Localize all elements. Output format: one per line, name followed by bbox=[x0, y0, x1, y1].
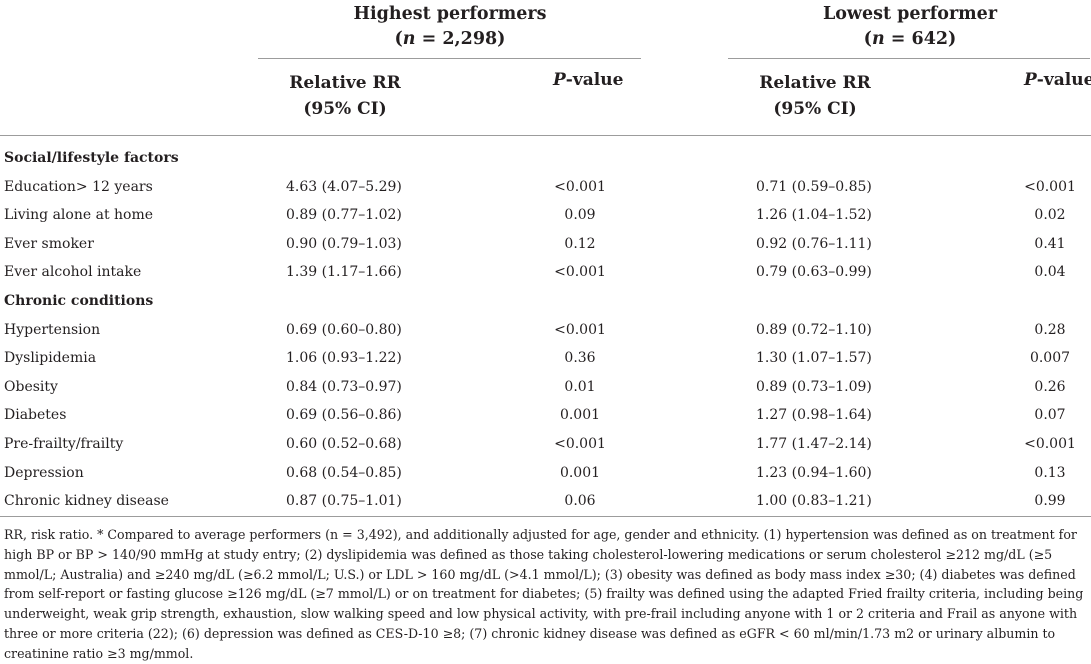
lowest-p-value-cell: <0.001 bbox=[1024, 178, 1076, 195]
subheader-p-highest: P-value bbox=[553, 70, 624, 90]
highest-p-value-cell: 0.01 bbox=[564, 378, 596, 395]
group-header-lowest-performer: Lowest performer (n = 642) bbox=[760, 4, 1060, 49]
section-title: Chronic conditions bbox=[4, 293, 154, 309]
highest-p-value-cell: 0.06 bbox=[564, 493, 596, 510]
lowest-relative-rr-cell: 1.23 (0.94–1.60) bbox=[756, 464, 872, 481]
row-label: Ever alcohol intake bbox=[4, 264, 142, 281]
lowest-relative-rr-cell: 1.26 (1.04–1.52) bbox=[756, 207, 872, 224]
highest-relative-rr-cell: 0.69 (0.56–0.86) bbox=[286, 407, 402, 424]
lowest-relative-rr-cell: 1.30 (1.07–1.57) bbox=[756, 350, 872, 367]
highest-p-value-cell: 0.001 bbox=[559, 407, 601, 424]
lowest-p-value-cell: 0.99 bbox=[1034, 493, 1066, 510]
highest-p-value-cell: 0.09 bbox=[564, 207, 596, 224]
highest-relative-rr-cell: 4.63 (4.07–5.29) bbox=[286, 178, 402, 195]
highest-relative-rr-cell: 0.90 (0.79–1.03) bbox=[286, 235, 402, 252]
highest-relative-rr-cell: 0.87 (0.75–1.01) bbox=[286, 493, 402, 510]
highest-relative-rr-cell: 0.89 (0.77–1.02) bbox=[286, 207, 402, 224]
lowest-p-value-cell: 0.26 bbox=[1034, 378, 1066, 395]
row-label: Diabetes bbox=[4, 407, 67, 424]
table-bottom-rule bbox=[0, 516, 1091, 517]
header-bottom-rule bbox=[0, 135, 1091, 136]
row-label: Pre-frailty/frailty bbox=[4, 436, 124, 452]
lowest-relative-rr-cell: 1.27 (0.98–1.64) bbox=[756, 407, 872, 424]
lowest-p-value-cell: 0.04 bbox=[1034, 264, 1066, 281]
row-label: Depression bbox=[4, 464, 84, 481]
subheader-rr-lowest: Relative RR (95% CI) bbox=[759, 73, 871, 119]
lowest-p-value-cell: 0.28 bbox=[1034, 321, 1066, 338]
highest-p-value-cell: 0.12 bbox=[564, 235, 596, 252]
row-label: Ever smoker bbox=[4, 235, 94, 252]
row-label: Living alone at home bbox=[4, 207, 154, 224]
subheader-rr-highest: Relative RR (95% CI) bbox=[289, 73, 401, 119]
row-label: Hypertension bbox=[4, 321, 101, 338]
row-label: Chronic kidney disease bbox=[4, 493, 169, 510]
lowest-relative-rr-cell: 0.79 (0.63–0.99) bbox=[756, 264, 872, 281]
highest-p-value-cell: <0.001 bbox=[554, 264, 606, 281]
highest-relative-rr-cell: 1.39 (1.17–1.66) bbox=[286, 264, 402, 281]
lowest-p-value-cell: 0.13 bbox=[1034, 464, 1066, 481]
highest-relative-rr-cell: 0.84 (0.73–0.97) bbox=[286, 378, 402, 395]
lowest-relative-rr-cell: 1.77 (1.47–2.14) bbox=[756, 436, 872, 452]
group-header-highest-performers: Highest performers (n = 2,298) bbox=[300, 4, 600, 49]
table-footnote: RR, risk ratio. * Compared to average pe… bbox=[4, 527, 1084, 661]
subheader-p-lowest: P-value bbox=[1024, 70, 1091, 90]
highest-p-value-cell: <0.001 bbox=[554, 178, 606, 195]
highest-relative-rr-cell: 0.60 (0.52–0.68) bbox=[286, 436, 402, 452]
lowest-p-value-cell: 0.41 bbox=[1034, 235, 1066, 252]
lowest-relative-rr-cell: 0.89 (0.72–1.10) bbox=[756, 321, 872, 338]
group-rule-lowest bbox=[728, 58, 1090, 59]
lowest-p-value-cell: 0.02 bbox=[1034, 207, 1066, 224]
highest-relative-rr-cell: 0.69 (0.60–0.80) bbox=[286, 321, 402, 338]
group-title: Lowest performer bbox=[822, 4, 998, 24]
highest-p-value-cell: 0.001 bbox=[559, 464, 601, 481]
section-title: Social/lifestyle factors bbox=[4, 150, 179, 166]
group-rule-highest bbox=[258, 58, 641, 59]
highest-relative-rr-cell: 0.68 (0.54–0.85) bbox=[286, 464, 402, 481]
lowest-p-value-cell: 0.007 bbox=[1029, 350, 1071, 367]
row-label: Obesity bbox=[4, 378, 58, 395]
group-n: (n = 642) bbox=[863, 29, 957, 49]
lowest-relative-rr-cell: 0.89 (0.73–1.09) bbox=[756, 378, 872, 395]
highest-relative-rr-cell: 1.06 (0.93–1.22) bbox=[286, 350, 402, 367]
row-label: Dyslipidemia bbox=[4, 350, 97, 367]
row-label: Education> 12 years bbox=[4, 178, 153, 195]
lowest-relative-rr-cell: 0.92 (0.76–1.11) bbox=[756, 235, 872, 252]
lowest-p-value-cell: 0.07 bbox=[1034, 407, 1066, 424]
highest-p-value-cell: <0.001 bbox=[554, 321, 606, 338]
group-n: (n = 2,298) bbox=[394, 29, 506, 49]
lowest-relative-rr-cell: 1.00 (0.83–1.21) bbox=[756, 493, 872, 510]
highest-p-value-cell: 0.36 bbox=[564, 350, 596, 367]
group-title: Highest performers bbox=[353, 4, 547, 24]
lowest-relative-rr-cell: 0.71 (0.59–0.85) bbox=[756, 178, 872, 195]
lowest-p-value-cell: <0.001 bbox=[1024, 436, 1076, 452]
highest-p-value-cell: <0.001 bbox=[554, 436, 606, 452]
